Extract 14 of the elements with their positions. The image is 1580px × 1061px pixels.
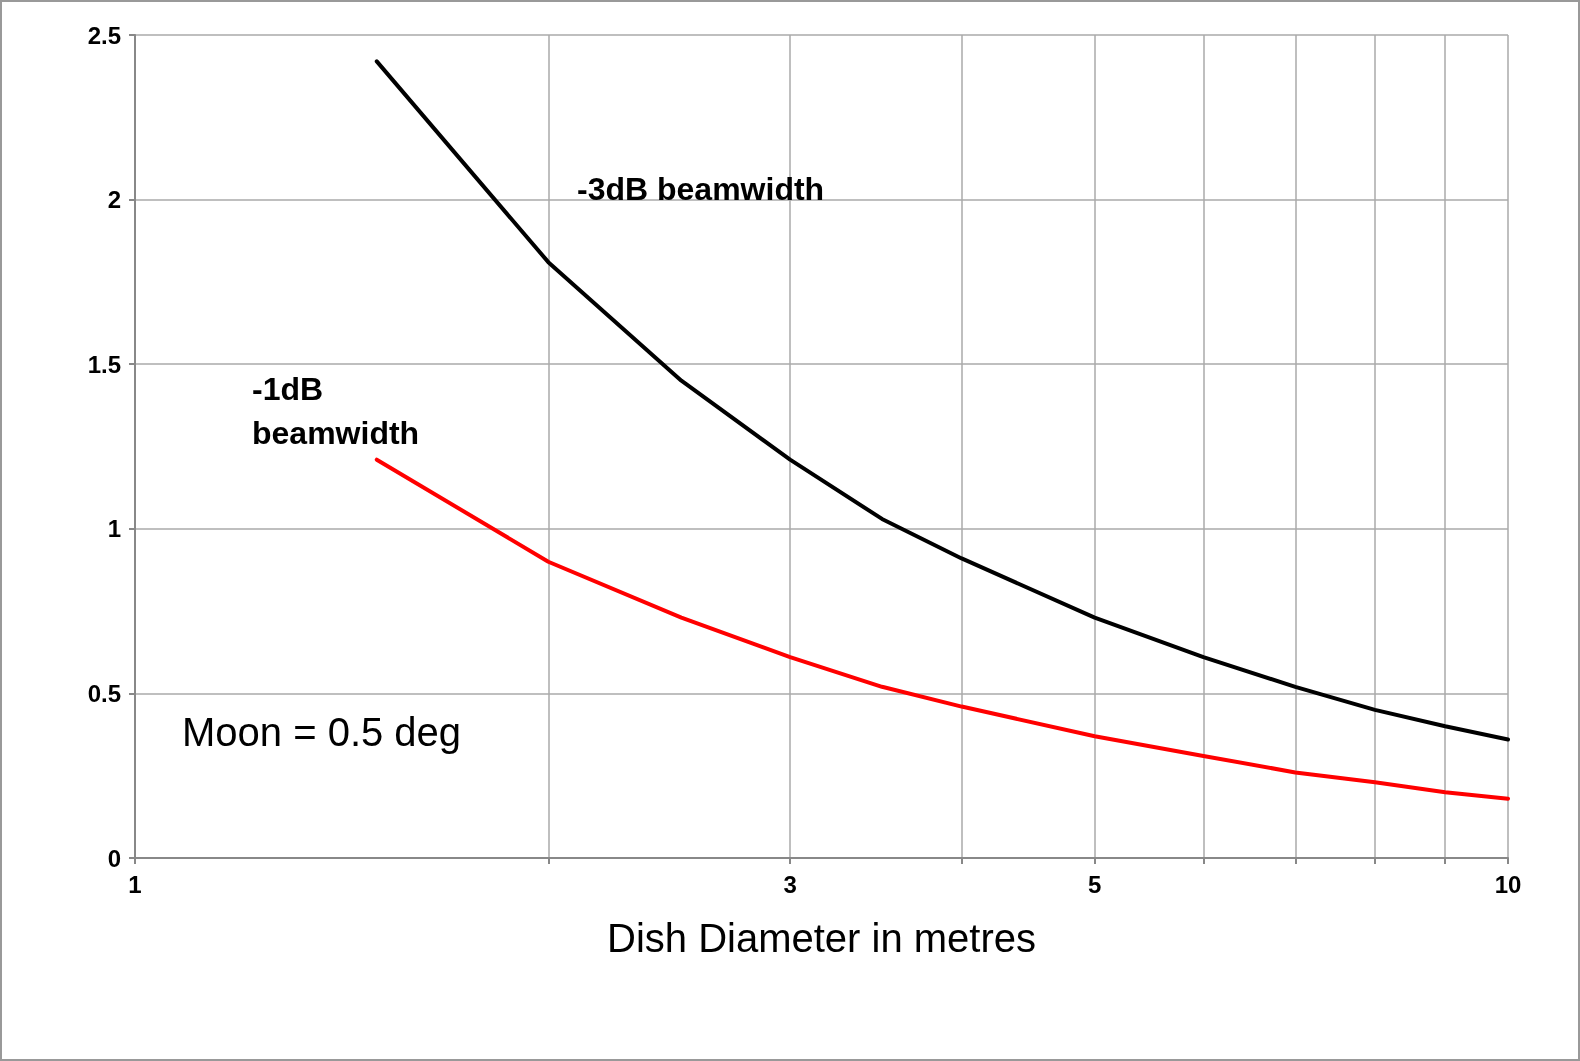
y-tick-label: 0 bbox=[107, 844, 121, 872]
y-tick-label: 1 bbox=[107, 515, 121, 543]
annotation: Moon = 0.5 deg bbox=[182, 710, 462, 754]
y-tick-label: 2.5 bbox=[87, 21, 121, 49]
x-tick-label: 5 bbox=[1088, 870, 1102, 898]
y-tick-label: 2 bbox=[107, 186, 121, 214]
y-tick-label: 1.5 bbox=[87, 350, 121, 378]
x-tick-label: 10 bbox=[1494, 870, 1522, 898]
x-tick-label: 3 bbox=[783, 870, 797, 898]
y-tick-label: 0.5 bbox=[87, 679, 121, 707]
x-tick-label: 1 bbox=[128, 870, 142, 898]
series-label: -3dB beamwidth bbox=[577, 171, 825, 207]
x-axis-title: Dish Diameter in metres bbox=[606, 916, 1037, 960]
series-label: -1dB beamwidth bbox=[252, 371, 420, 451]
